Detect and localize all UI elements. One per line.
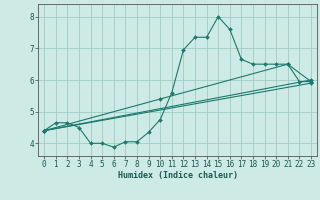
X-axis label: Humidex (Indice chaleur): Humidex (Indice chaleur)	[118, 171, 238, 180]
